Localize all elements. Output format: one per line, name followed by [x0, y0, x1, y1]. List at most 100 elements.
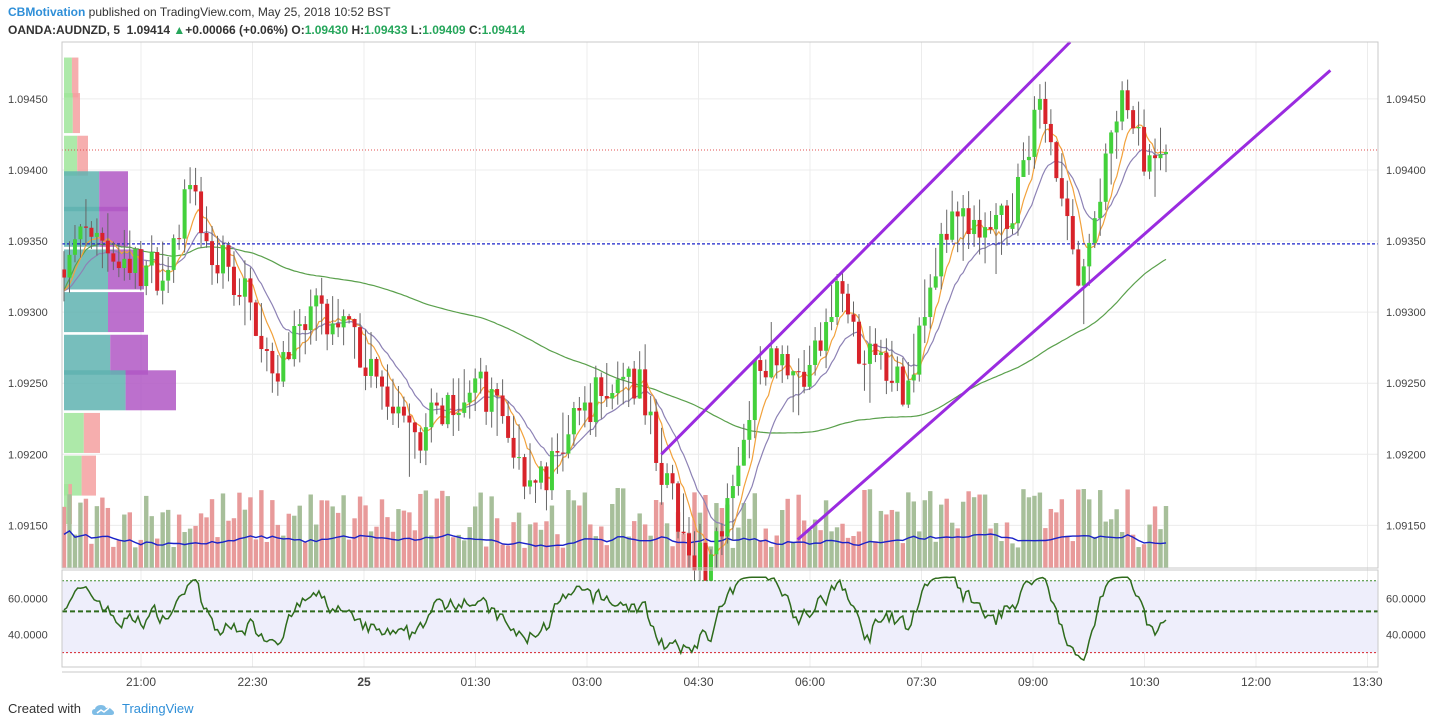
volume-bar — [834, 527, 840, 568]
main-pane-frame — [61, 41, 1379, 569]
volume-bar — [374, 526, 379, 568]
volume-bar — [412, 530, 418, 568]
candle-body — [577, 408, 582, 411]
volume-bar — [785, 498, 790, 568]
volume-bar — [999, 541, 1004, 568]
candle-body — [275, 373, 280, 382]
volume-bar — [780, 510, 785, 568]
candle-body — [555, 451, 560, 453]
volume-bar — [544, 521, 549, 568]
volume-bar — [911, 501, 917, 568]
candle-body — [862, 363, 867, 365]
candle-body — [747, 420, 752, 440]
candle-body — [1098, 201, 1103, 219]
candle-body — [867, 343, 872, 364]
candle-body — [571, 408, 576, 435]
volume-bar — [264, 541, 270, 568]
candle-body — [1021, 160, 1026, 177]
candle-body — [253, 302, 258, 336]
price-tick-right: 1.09200 — [1386, 449, 1426, 461]
candle-body — [637, 369, 642, 399]
candle-body — [116, 261, 121, 269]
volume-bar — [862, 489, 867, 568]
volume-bar — [253, 539, 259, 568]
tradingview-link[interactable]: TradingView — [122, 701, 194, 716]
time-tick-label: 07:30 — [906, 675, 936, 689]
volume-bar — [165, 509, 171, 568]
candle-body — [369, 358, 374, 376]
volume-bar — [1098, 490, 1103, 568]
volume-bar — [626, 536, 631, 568]
candle-body — [692, 555, 697, 571]
volume-bar — [429, 535, 434, 568]
candle-body — [473, 378, 478, 393]
volume-profile-down — [83, 412, 100, 453]
volume-bar — [615, 488, 620, 568]
candle-body — [807, 364, 812, 387]
trend-channel[interactable] — [660, 40, 1332, 541]
volume-bar — [752, 493, 758, 568]
candle-body — [824, 322, 829, 351]
volume-bar — [922, 500, 927, 568]
volume-bar — [220, 493, 226, 568]
volume-bar — [933, 541, 938, 568]
volume-bar — [1158, 529, 1163, 568]
candle-body — [873, 343, 878, 355]
price-tick-right: 1.09350 — [1386, 236, 1426, 248]
candle-body — [966, 208, 971, 235]
volume-bar — [352, 518, 357, 568]
volume-bar — [774, 535, 779, 568]
volume-bar — [335, 512, 341, 568]
volume-bar — [330, 506, 335, 568]
volume-bar — [297, 505, 302, 568]
candle-body — [72, 239, 77, 255]
candle-body — [955, 211, 960, 217]
candle-body — [281, 352, 286, 382]
candle-body — [297, 324, 302, 327]
low-label: L: — [410, 23, 423, 37]
candle-body — [166, 269, 171, 281]
volume-bar — [741, 502, 747, 568]
candle-body — [456, 412, 461, 416]
candle-body — [1142, 127, 1147, 172]
volume-bar — [171, 547, 176, 568]
symbol-label[interactable]: OANDA:AUDNZD, 5 — [8, 23, 120, 37]
candle-body — [1054, 142, 1059, 179]
time-tick-label: 10:30 — [1129, 675, 1159, 689]
candle-body — [1037, 98, 1042, 110]
volume-bar — [900, 543, 906, 568]
volume-profile-up — [64, 370, 126, 411]
volume-bar — [160, 512, 165, 568]
volume-bar — [286, 513, 291, 568]
volume-bar — [1010, 543, 1015, 568]
volume-bar — [270, 500, 275, 568]
candle-body — [347, 316, 352, 320]
close-label: C: — [468, 23, 482, 37]
volume-bar — [1054, 512, 1059, 568]
volume-profile-down — [71, 57, 79, 98]
candle-body — [237, 295, 242, 297]
candle-body — [736, 465, 741, 487]
ohlc-line: OANDA:AUDNZD, 5 1.09414 ▲+0.00066 (+0.06… — [8, 21, 525, 39]
volume-bar — [988, 528, 993, 568]
candle-body — [1136, 127, 1141, 129]
candle-body — [451, 394, 456, 416]
candle-body — [199, 191, 204, 233]
time-tick-label: 12:00 — [1241, 675, 1271, 689]
volume-bar — [368, 531, 374, 568]
volume-profile-down — [99, 171, 128, 212]
volume-bar — [324, 500, 330, 568]
author-link[interactable]: CBMotivation — [8, 5, 86, 19]
volume-bar — [588, 524, 593, 568]
volume-bar — [571, 500, 577, 568]
time-tick-label: 09:00 — [1018, 675, 1048, 689]
volume-bar — [1130, 534, 1136, 568]
candle-body — [681, 531, 686, 534]
volume-bar — [621, 488, 626, 568]
candle-body — [396, 406, 401, 414]
candle-body — [325, 303, 330, 335]
volume-bar — [977, 494, 982, 568]
volume-bar — [357, 496, 363, 568]
candle-body — [725, 498, 730, 537]
